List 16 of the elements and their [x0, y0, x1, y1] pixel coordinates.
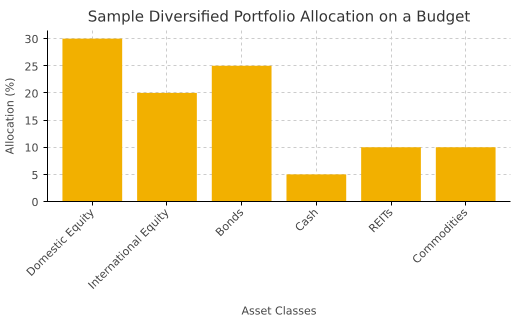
bar: [62, 38, 122, 202]
y-axis-title: Allocation (%): [4, 78, 17, 154]
bar: [286, 174, 346, 202]
bar: [436, 147, 496, 202]
y-tick-label: 0: [32, 196, 38, 209]
y-tick-label: 30: [24, 33, 39, 46]
chart-title: Sample Diversified Portfolio Allocation on a Budget: [88, 8, 470, 26]
y-tick-label: 10: [24, 142, 39, 155]
bar: [361, 147, 421, 202]
x-axis-title: Asset Classes: [242, 304, 317, 318]
bar: [137, 92, 197, 202]
y-tick-label: 25: [24, 60, 39, 74]
y-tick-label: 15: [24, 114, 39, 128]
y-tick-label: 5: [32, 168, 38, 182]
y-tick-label: 20: [24, 87, 39, 100]
bar: [212, 66, 272, 202]
